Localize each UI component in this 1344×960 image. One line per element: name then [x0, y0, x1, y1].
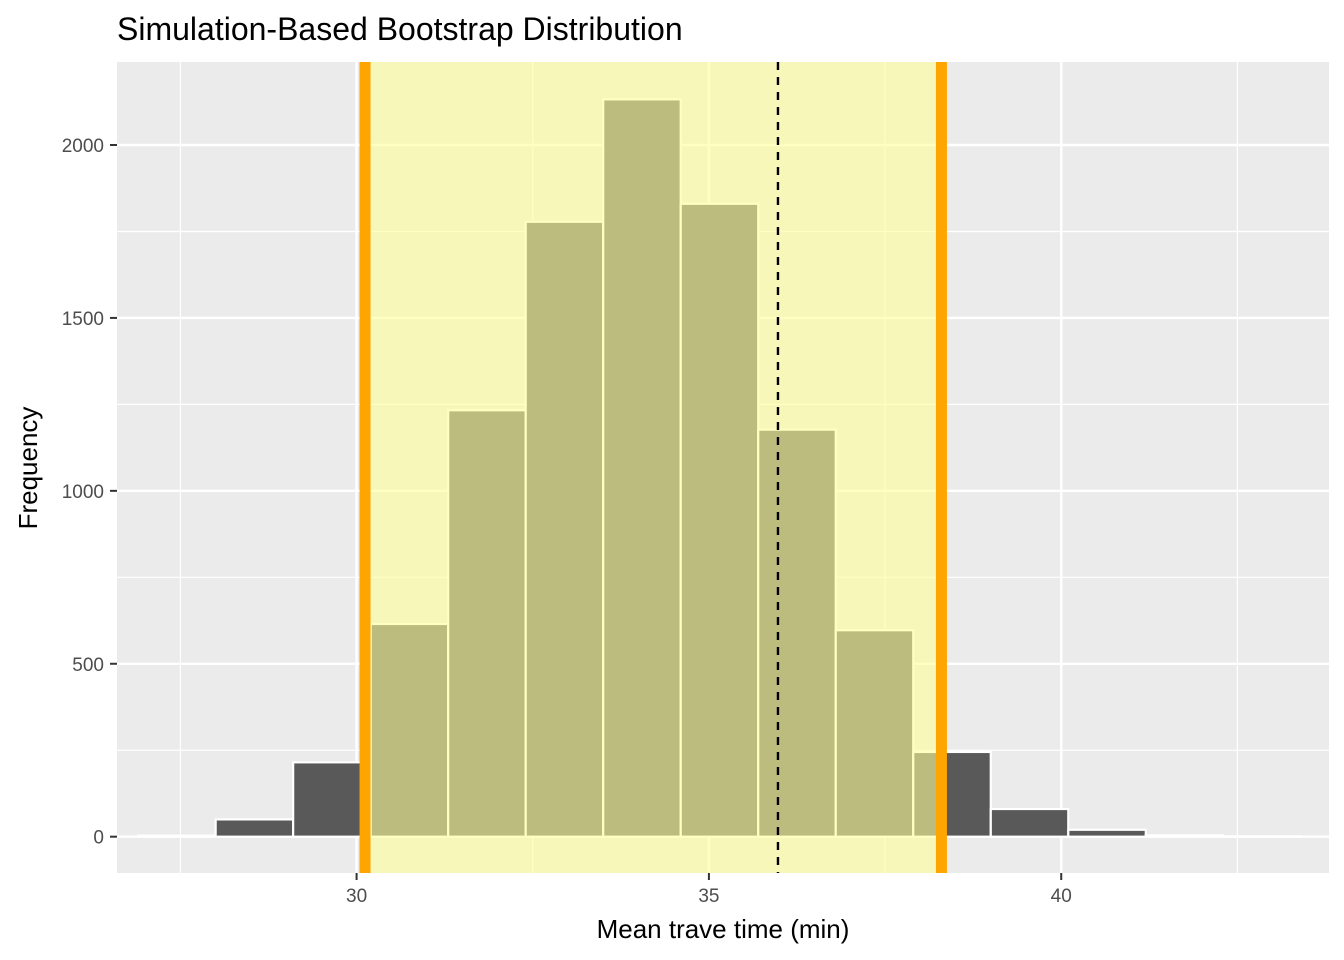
x-tick-label: 35: [698, 886, 719, 907]
confidence-interval-layer: [359, 62, 947, 873]
x-tick-label: 30: [346, 886, 367, 907]
x-tick-label: 40: [1051, 886, 1072, 907]
histogram-bar: [1144, 834, 1225, 838]
histogram-bar: [137, 834, 217, 838]
y-tick-label: 2000: [62, 136, 104, 157]
y-tick-label: 500: [72, 655, 104, 676]
x-axis-title: Mean trave time (min): [597, 914, 850, 944]
y-tick-label: 0: [93, 828, 104, 849]
x-axis: 30 35 40: [346, 873, 1072, 907]
y-tick-label: 1500: [62, 309, 104, 330]
histogram-bar: [292, 761, 372, 838]
y-tick-label: 1000: [62, 482, 104, 503]
ci-shaded-region: [365, 62, 942, 873]
histogram-bar: [989, 807, 1070, 838]
chart-title: Simulation-Based Bootstrap Distribution: [117, 11, 683, 47]
histogram-bar: [214, 818, 295, 838]
y-axis-title: Frequency: [13, 407, 43, 530]
histogram-bar: [1067, 828, 1147, 838]
y-axis: 0 500 1000 1500 2000: [62, 136, 117, 849]
